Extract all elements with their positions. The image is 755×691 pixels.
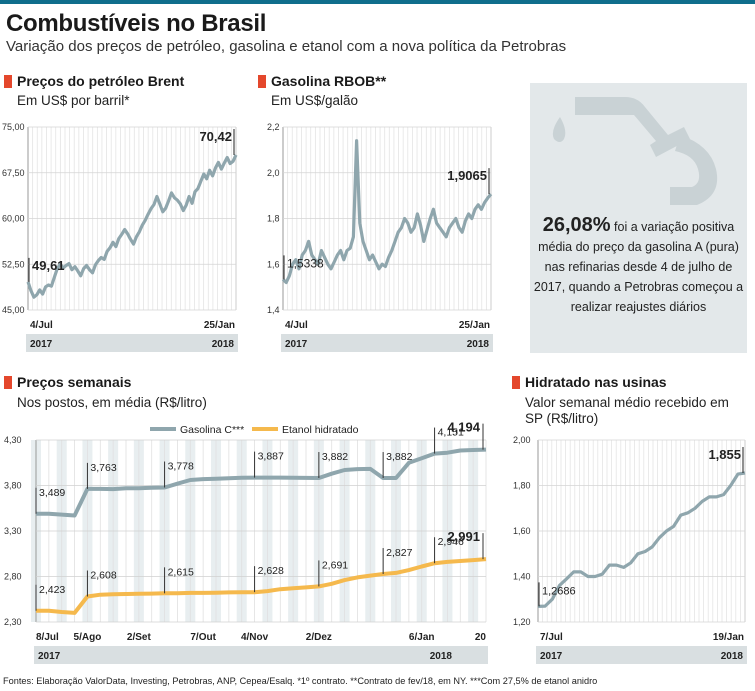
y-tick-label: 1,60 xyxy=(513,526,531,536)
year-label: 2017 xyxy=(285,339,308,350)
value-label: 2,608 xyxy=(90,570,116,582)
annotation-label: 70,42 xyxy=(199,129,232,144)
info-highlight: 26,08% xyxy=(542,214,611,236)
year-bar xyxy=(26,334,238,352)
y-tick-label: 1,80 xyxy=(513,481,531,491)
series-line-1 xyxy=(26,154,238,299)
y-tick-label: 1,40 xyxy=(513,572,531,582)
series-line-1 xyxy=(537,471,746,608)
semanais-subtitle: Nos postos, em média (R$/litro) xyxy=(17,395,207,410)
hidratado-title: Hidratado nas usinas xyxy=(512,374,667,390)
legend-label-etanol: Etanol hidratado xyxy=(282,424,359,436)
value-label: 4,151 xyxy=(438,427,464,439)
x-tick-label: 4/Jul xyxy=(285,320,308,331)
page-title: Combustíveis no Brasil xyxy=(6,10,267,37)
value-label: 3,887 xyxy=(258,451,284,463)
annotation-label: 49,61 xyxy=(32,258,65,273)
top-accent-bar xyxy=(0,0,755,4)
x-tick-label: 20 xyxy=(475,632,487,643)
info-description: foi a variação positiva média do preço d… xyxy=(533,220,744,314)
year-bar xyxy=(281,334,493,352)
brent-chart: 75,00 67,50 60,00 52,50 45,00 49,61 70,42 4/Jul… xyxy=(2,122,238,352)
annotation-label: 1,2686 xyxy=(542,585,576,597)
y-tick-label: 1,4 xyxy=(267,305,280,315)
year-label: 2017 xyxy=(540,651,563,662)
x-tick-label: 19/Jan xyxy=(713,632,744,643)
y-tick-label: 2,2 xyxy=(267,122,280,132)
year-label: 2018 xyxy=(721,651,744,662)
legend-label-gasolina: Gasolina C*** xyxy=(180,424,244,436)
year-label: 2017 xyxy=(38,651,61,662)
value-label: 4,194 xyxy=(447,420,480,435)
x-tick-label: 2/Set xyxy=(127,632,152,643)
y-tick-label: 3,30 xyxy=(4,526,22,536)
x-tick-label: 2/Dez xyxy=(306,632,332,643)
year-label: 2018 xyxy=(467,339,490,350)
year-bar xyxy=(34,646,488,664)
value-label: 3,778 xyxy=(168,461,194,473)
footer-sources: Fontes: Elaboração ValorData, Investing,… xyxy=(3,676,598,686)
semanais-chart: 4,30 3,80 3,30 2,80 2,30 Gasolina C*** Etanol … xyxy=(4,420,488,664)
brent-subtitle: Em US$ por barril* xyxy=(17,93,130,108)
y-tick-label: 60,00 xyxy=(2,214,25,224)
x-tick-label: 8/Jul xyxy=(36,632,59,643)
value-label: 3,489 xyxy=(39,487,65,499)
y-tick-label: 3,80 xyxy=(4,481,22,491)
y-tick-label: 52,50 xyxy=(2,259,25,269)
y-tick-label: 67,50 xyxy=(2,168,25,178)
x-tick-label: 6/Jan xyxy=(409,632,435,643)
value-label: 3,882 xyxy=(322,451,348,463)
series-line-2 xyxy=(36,557,487,615)
y-tick-label: 1,6 xyxy=(267,259,280,269)
value-label: 2,423 xyxy=(39,584,65,596)
value-label: 2,946 xyxy=(438,536,464,548)
page-subtitle: Variação dos preços de petróleo, gasolin… xyxy=(6,38,567,55)
y-tick-label: 45,00 xyxy=(2,305,25,315)
rbob-subtitle: Em US$/galão xyxy=(271,93,359,108)
y-tick-label: 2,0 xyxy=(267,168,280,178)
y-tick-label: 1,8 xyxy=(267,214,280,224)
value-label: 3,882 xyxy=(386,451,412,463)
value-label: 2,691 xyxy=(322,559,348,571)
x-tick-label: 7/Out xyxy=(190,632,216,643)
value-label: 2,628 xyxy=(258,565,284,577)
rbob-title: Gasolina RBOB** xyxy=(258,73,386,89)
series-line-1 xyxy=(281,139,493,285)
x-tick-label: 25/Jan xyxy=(459,320,490,331)
value-label: 2,991 xyxy=(447,529,480,544)
value-label: 2,615 xyxy=(168,566,194,578)
value-label: 2,827 xyxy=(386,547,412,559)
fuel-nozzle-icon xyxy=(552,97,718,205)
y-tick-label: 2,80 xyxy=(4,572,22,582)
y-tick-label: 1,20 xyxy=(513,617,531,627)
y-tick-label: 4,30 xyxy=(4,435,22,445)
y-tick-label: 2,30 xyxy=(4,617,22,627)
x-tick-label: 7/Jul xyxy=(540,632,563,643)
value-label: 3,763 xyxy=(90,462,116,474)
rbob-chart: 2,2 2,0 1,8 1,6 1,4 1,5338 1,9065 4/Jul 25/Jan 20… xyxy=(267,122,493,352)
series-line-1 xyxy=(36,447,487,518)
annotation-label: 1,5338 xyxy=(287,256,324,270)
brent-title: Preços do petróleo Brent xyxy=(4,73,184,89)
info-box xyxy=(530,83,747,353)
year-label: 2018 xyxy=(430,651,453,662)
year-bar xyxy=(536,646,747,664)
x-tick-label: 25/Jan xyxy=(204,320,235,331)
x-tick-label: 4/Nov xyxy=(241,632,269,643)
info-text: 26,08% foi a variação positiva média do … xyxy=(530,215,747,317)
hidratado-chart: 2,00 1,80 1,60 1,40 1,20 1,2686 1,855 7/Jul 19/J… xyxy=(513,435,747,664)
y-tick-label: 2,00 xyxy=(513,435,531,445)
x-tick-label: 5/Ago xyxy=(74,632,102,643)
annotation-label: 1,9065 xyxy=(447,168,487,183)
x-tick-label: 4/Jul xyxy=(30,320,53,331)
year-label: 2017 xyxy=(30,339,53,350)
semanais-title: Preços semanais xyxy=(4,374,131,390)
hidratado-subtitle: Valor semanal médio recebido em SP (R$/l… xyxy=(525,395,729,426)
y-tick-label: 75,00 xyxy=(2,122,25,132)
annotation-label: 1,855 xyxy=(708,447,741,462)
year-label: 2018 xyxy=(212,339,235,350)
